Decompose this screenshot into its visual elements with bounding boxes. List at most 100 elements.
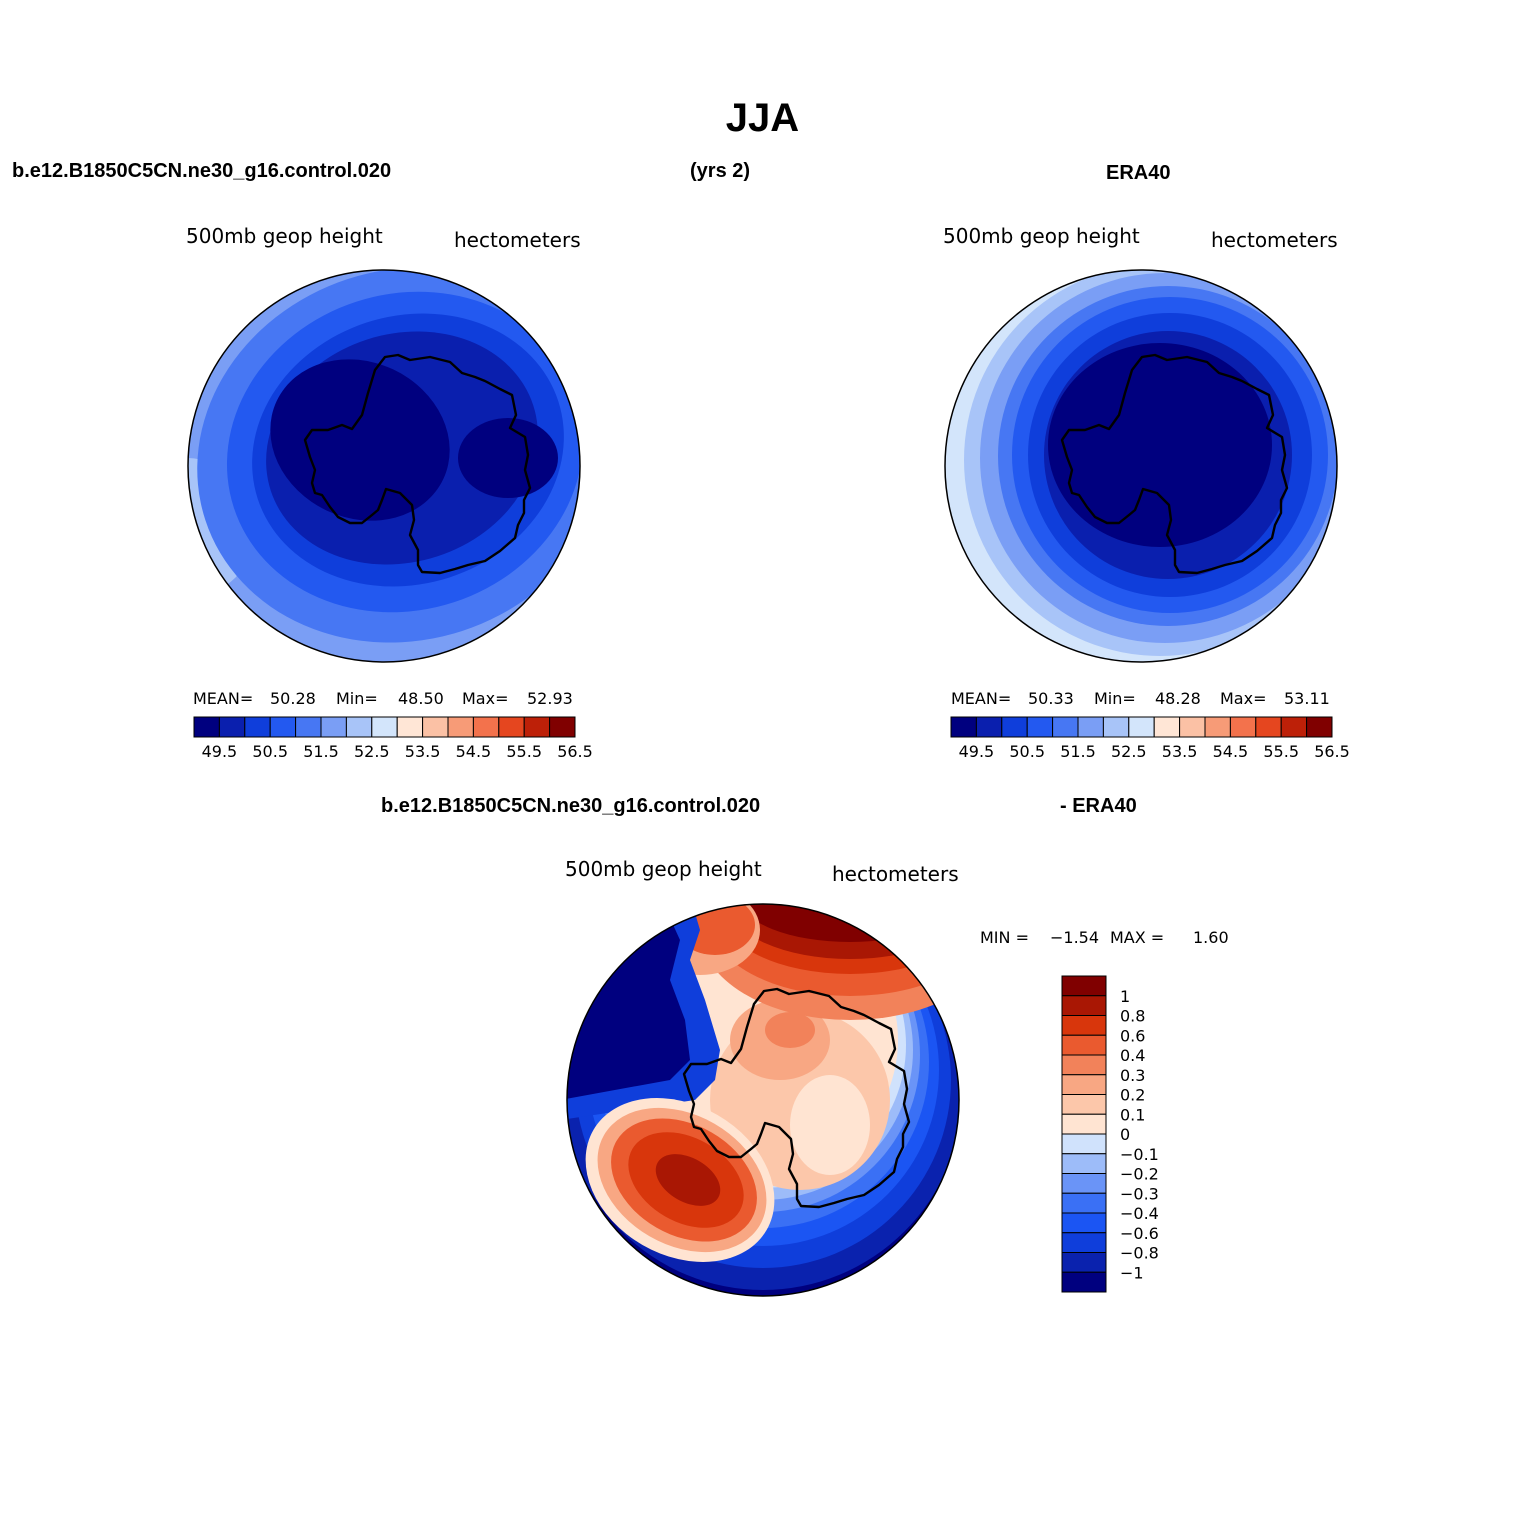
panel2-mean-value: 50.33 xyxy=(1028,689,1074,708)
panel3-colorbar-tick-label: 0.6 xyxy=(1120,1026,1145,1045)
panel3-colorbar: 10.80.60.40.30.20.10−0.1−0.2−0.3−0.4−0.6… xyxy=(1061,975,1159,1293)
panel1-colorbar-swatch xyxy=(269,716,297,738)
panel1-colorbar-swatch xyxy=(345,716,373,738)
panel1-mean-label: MEAN= xyxy=(193,689,254,708)
panel3-colorbar-tick-label: −0.6 xyxy=(1120,1224,1159,1243)
panel2-colorbar: 49.5 50.5 51.5 52.5 53.5 54.5 55.5 56.5 xyxy=(950,716,1350,761)
panel3-colorbar-tick-label: −0.3 xyxy=(1120,1184,1159,1203)
panel2-colorbar-swatch xyxy=(950,716,977,738)
panel3-colorbar-swatch xyxy=(1061,1133,1107,1155)
panel1-colorbar-swatch xyxy=(523,716,551,738)
panel1-colorbar-tick-label: 55.5 xyxy=(506,742,542,761)
panel3-colorbar-swatch xyxy=(1061,1252,1107,1273)
years-label: (yrs 2) xyxy=(690,160,751,182)
panel2-max-label: Max= xyxy=(1220,689,1267,708)
panel1-colorbar-swatch xyxy=(396,716,424,738)
panel1-max-label: Max= xyxy=(462,689,509,708)
left-case-title: b.e12.B1850C5CN.ne30_g16.control.020 xyxy=(12,160,392,182)
panel1-field-label: 500mb geop height xyxy=(186,224,383,248)
panel3-map xyxy=(566,903,960,1297)
panel3-field-label: 500mb geop height xyxy=(565,857,762,881)
panel1-colorbar-swatch xyxy=(193,716,220,738)
panel2-colorbar-swatch xyxy=(1102,716,1130,738)
panel1-colorbar-tick-label: 50.5 xyxy=(252,742,288,761)
panel3-colorbar-tick-label: −1 xyxy=(1120,1263,1144,1282)
panel2-min-label: Min= xyxy=(1094,689,1136,708)
panel1-colorbar-swatch xyxy=(498,716,525,738)
panel2-colorbar-swatch xyxy=(1052,716,1079,738)
panel2-colorbar-swatch xyxy=(1179,716,1206,738)
panel1-colorbar-swatch xyxy=(244,716,271,738)
panel3-colorbar-tick-label: −0.8 xyxy=(1120,1244,1159,1263)
panel3-colorbar-swatch xyxy=(1061,1212,1107,1234)
panel2-colorbar-swatch xyxy=(1306,716,1333,738)
panel3-colorbar-swatch xyxy=(1061,1054,1107,1076)
panel3-colorbar-swatch xyxy=(1061,1015,1107,1036)
panel2-colorbar-swatch xyxy=(1280,716,1308,738)
page-title: JJA xyxy=(725,96,800,140)
panel3-min-label: MIN = xyxy=(980,928,1029,947)
diff-case-title: b.e12.B1850C5CN.ne30_g16.control.020 xyxy=(381,795,761,817)
panel1-colorbar-swatch xyxy=(320,716,347,738)
panel2-colorbar-swatch xyxy=(1077,716,1104,738)
panel3-colorbar-swatch xyxy=(1061,1271,1107,1293)
panel2-colorbar-tick-label: 50.5 xyxy=(1009,742,1045,761)
panel1-colorbar-swatch xyxy=(472,716,500,738)
panel3-colorbar-tick-label: 0 xyxy=(1120,1125,1130,1144)
panel1-colorbar-swatch xyxy=(549,716,576,738)
panel3-colorbar-tick-label: −0.4 xyxy=(1120,1204,1159,1223)
panel3-colorbar-swatch xyxy=(1061,995,1107,1016)
panel2-colorbar-tick-label: 55.5 xyxy=(1263,742,1299,761)
panel1-colorbar-tick-label: 51.5 xyxy=(303,742,339,761)
panel1-colorbar-tick-label: 52.5 xyxy=(354,742,390,761)
panel3-colorbar-tick-label: 0.3 xyxy=(1120,1066,1145,1085)
panel1-colorbar-tick-label: 54.5 xyxy=(456,742,492,761)
panel1-max-value: 52.93 xyxy=(527,689,573,708)
panel1-colorbar-swatch xyxy=(218,716,246,738)
panel2-map xyxy=(944,269,1338,663)
right-case-title: ERA40 xyxy=(1106,162,1171,184)
panel3-units-label: hectometers xyxy=(832,862,959,886)
panel3-colorbar-swatch xyxy=(1061,1232,1107,1253)
panel2-colorbar-tick-label: 54.5 xyxy=(1213,742,1249,761)
panel1-map xyxy=(187,269,581,663)
panel3-colorbar-tick-label: −0.1 xyxy=(1120,1145,1159,1164)
panel3-colorbar-tick-label: 0.1 xyxy=(1120,1105,1145,1124)
panel3-min-value: −1.54 xyxy=(1050,928,1100,947)
panel3-colorbar-swatch xyxy=(1061,1074,1107,1095)
panel3-max-label: MAX = xyxy=(1110,928,1165,947)
panel2-mean-label: MEAN= xyxy=(951,689,1012,708)
diff-ref-title: - ERA40 xyxy=(1060,795,1137,817)
panel3-colorbar-swatch xyxy=(1061,1094,1107,1115)
panel2-min-value: 48.28 xyxy=(1155,689,1201,708)
panel2-colorbar-tick-label: 52.5 xyxy=(1111,742,1147,761)
panel2-colorbar-swatch xyxy=(1128,716,1155,738)
panel3-colorbar-tick-label: 0.2 xyxy=(1120,1086,1145,1105)
panel2-colorbar-swatch xyxy=(1255,716,1282,738)
panel2-colorbar-tick-label: 56.5 xyxy=(1314,742,1350,761)
panel3-colorbar-swatch xyxy=(1061,1113,1107,1135)
panel1-colorbar-swatch xyxy=(447,716,474,738)
panel1-colorbar-swatch xyxy=(422,716,449,738)
panel1-colorbar-swatch xyxy=(371,716,398,738)
panel1-colorbar-tick-label: 53.5 xyxy=(405,742,441,761)
panel1-mean-value: 50.28 xyxy=(270,689,316,708)
panel3-colorbar-swatch xyxy=(1061,1173,1107,1194)
panel1-colorbar: 49.5 50.5 51.5 52.5 53.5 54.5 55.5 56.5 xyxy=(193,716,593,761)
panel3-colorbar-swatch xyxy=(1061,1192,1107,1214)
panel2-colorbar-swatch xyxy=(1204,716,1231,738)
panel1-min-label: Min= xyxy=(336,689,378,708)
panel2-units-label: hectometers xyxy=(1211,228,1338,252)
panel1-colorbar-tick-label: 56.5 xyxy=(557,742,593,761)
panel2-colorbar-tick-label: 49.5 xyxy=(959,742,995,761)
panel2-field-label: 500mb geop height xyxy=(943,224,1140,248)
panel3-colorbar-tick-label: −0.2 xyxy=(1120,1165,1159,1184)
panel1-colorbar-swatch xyxy=(295,716,322,738)
panel2-colorbar-swatch xyxy=(1229,716,1257,738)
panel2-max-value: 53.11 xyxy=(1284,689,1330,708)
panel3-colorbar-tick-label: 0.4 xyxy=(1120,1046,1145,1065)
panel3-colorbar-swatch xyxy=(1061,1153,1107,1174)
panel3-max-value: 1.60 xyxy=(1193,928,1229,947)
panel1-units-label: hectometers xyxy=(454,228,581,252)
